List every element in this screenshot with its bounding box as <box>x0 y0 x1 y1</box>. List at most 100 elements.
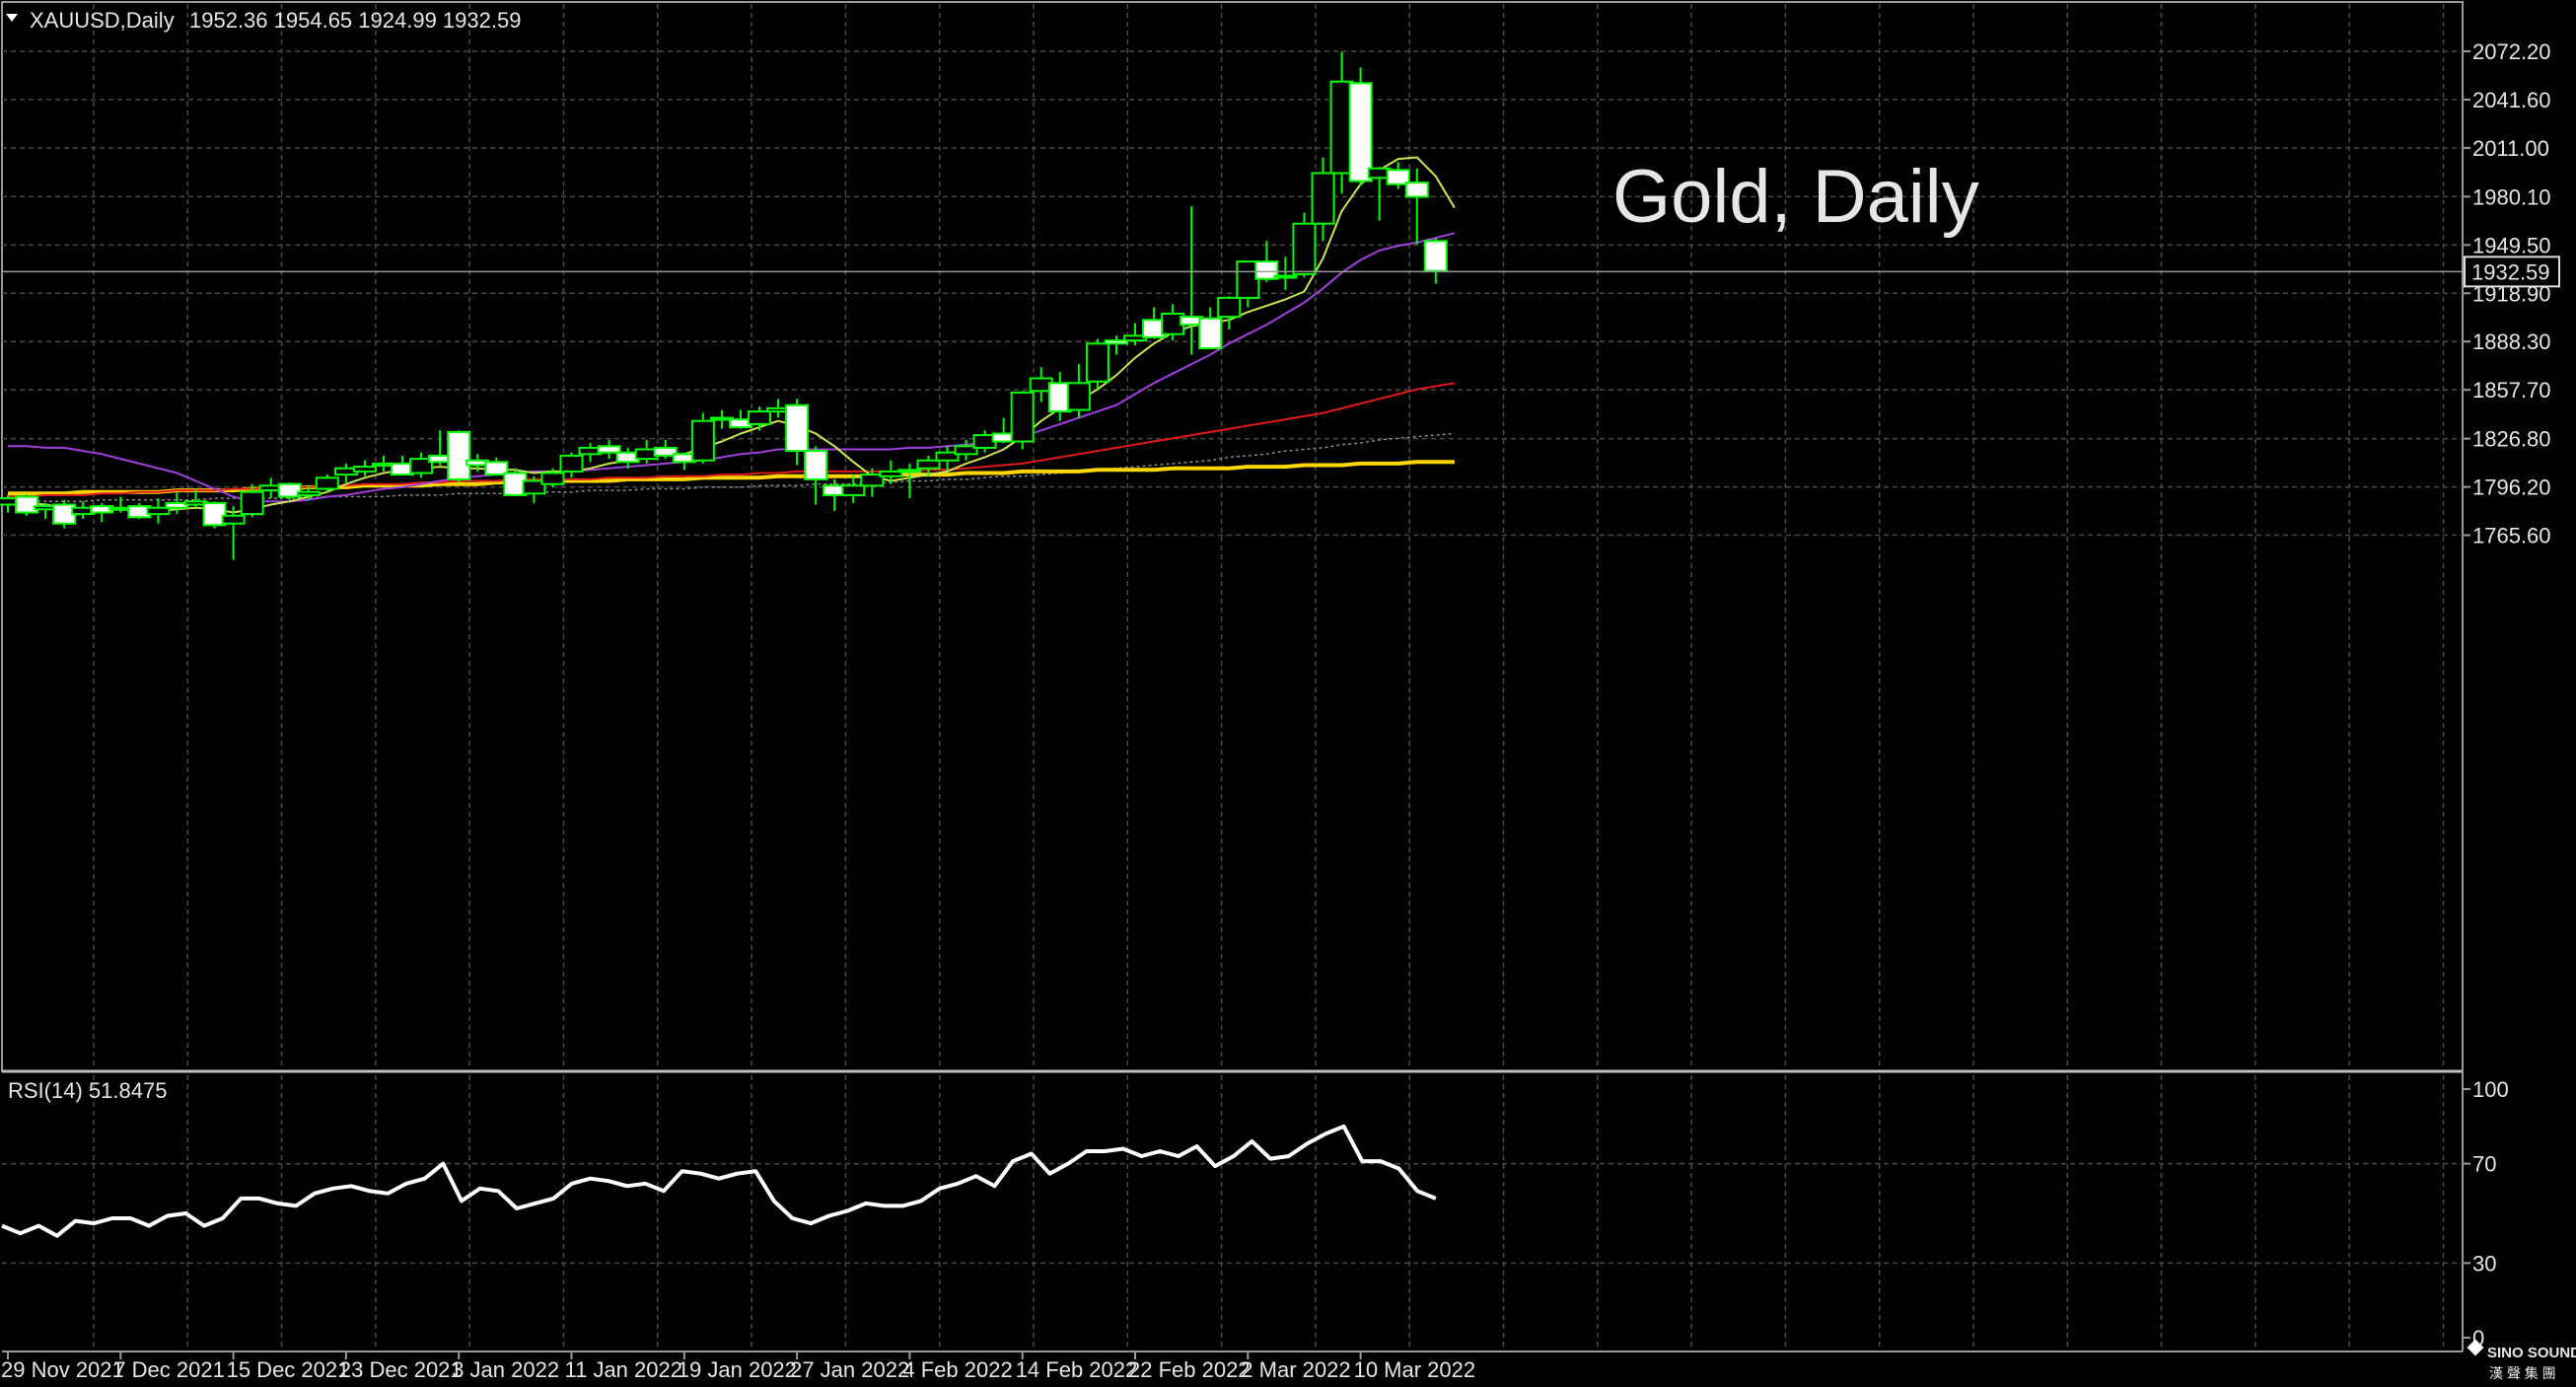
symbol-label: XAUUSD,Daily <box>30 8 175 33</box>
candle[interactable] <box>559 452 584 478</box>
candle[interactable] <box>15 493 39 516</box>
candle[interactable] <box>1273 256 1298 290</box>
candle[interactable] <box>240 483 264 518</box>
chart-watermark: Gold, Daily <box>1612 155 1979 239</box>
candle[interactable] <box>897 463 922 499</box>
candle[interactable] <box>935 446 960 471</box>
candle-body-bear <box>277 482 302 498</box>
candle[interactable] <box>1161 304 1185 341</box>
candle[interactable] <box>954 439 978 461</box>
candle[interactable] <box>860 468 885 497</box>
candle-body-bull <box>409 458 434 474</box>
candle[interactable] <box>1047 372 1072 421</box>
candle[interactable] <box>202 501 227 529</box>
candles[interactable] <box>0 51 1448 560</box>
time-tick-label: 22 Feb 2022 <box>1128 1357 1251 1382</box>
price-tick-label: 1857.70 <box>2472 378 2551 402</box>
candle[interactable] <box>1066 364 1091 418</box>
candle-body-bull <box>221 514 246 525</box>
candle-body-bull <box>1085 342 1109 383</box>
candle[interactable] <box>1423 238 1448 284</box>
candle-body-bear <box>785 403 810 453</box>
candle[interactable] <box>1104 335 1128 355</box>
candle-body-bear <box>1404 182 1429 198</box>
candle[interactable] <box>879 460 903 484</box>
candle[interactable] <box>690 412 715 464</box>
candle[interactable] <box>1254 241 1279 282</box>
candle[interactable] <box>221 506 246 560</box>
dropdown-triangle-icon[interactable] <box>6 14 18 22</box>
candle[interactable] <box>1292 212 1317 278</box>
candle-body-bear <box>202 501 227 527</box>
time-tick-label: 29 Nov 2021 <box>1 1357 124 1382</box>
candle-body-bull <box>1311 172 1335 225</box>
candle[interactable] <box>1329 51 1354 194</box>
candle[interactable] <box>1386 162 1410 189</box>
candle-body-bull <box>841 484 866 496</box>
price-tick-label: 2011.00 <box>2472 136 2549 161</box>
ma-faint-line <box>8 432 1455 503</box>
candle-body-bear <box>1386 169 1410 185</box>
candle[interactable] <box>1198 307 1223 350</box>
candle-body-bull <box>690 419 715 462</box>
candle[interactable] <box>916 455 941 476</box>
candle-body-bull <box>1066 382 1091 411</box>
time-tick-label: 3 Jan 2022 <box>452 1357 559 1382</box>
time-tick-label: 10 Mar 2022 <box>1354 1357 1476 1382</box>
current-price-box <box>2464 256 2560 288</box>
candle-body-bull <box>860 474 885 487</box>
candle[interactable] <box>1085 338 1109 390</box>
candle[interactable] <box>315 474 339 492</box>
candle[interactable] <box>484 457 509 476</box>
candle[interactable] <box>748 406 771 431</box>
candle-body-bull <box>748 410 771 425</box>
candle[interactable] <box>146 498 171 524</box>
candle-body-bull <box>897 469 922 474</box>
candle[interactable] <box>1348 67 1373 186</box>
candle[interactable] <box>522 475 546 503</box>
candle[interactable] <box>1010 391 1035 450</box>
candle[interactable] <box>409 452 434 478</box>
candle[interactable] <box>352 460 377 476</box>
candle[interactable] <box>296 485 321 500</box>
candle[interactable] <box>1311 157 1335 242</box>
candle[interactable] <box>804 446 828 505</box>
candle-body-bear <box>1348 82 1373 182</box>
candle[interactable] <box>503 468 528 496</box>
candle[interactable] <box>540 468 565 487</box>
candle-body-bull <box>559 454 584 473</box>
rsi-tick-label: 30 <box>2472 1251 2496 1276</box>
candle[interactable] <box>841 474 866 503</box>
candle[interactable] <box>972 430 997 453</box>
candle[interactable] <box>1217 296 1242 329</box>
price-tick-label: 1765.60 <box>2472 524 2551 548</box>
rsi-tick-label: 100 <box>2472 1077 2509 1102</box>
rsi-indicator <box>1 1124 1437 1238</box>
price-tick-label: 2072.20 <box>2472 39 2551 64</box>
candle-body-bull <box>935 451 960 462</box>
candle-body-bull <box>954 445 978 456</box>
candle[interactable] <box>1404 168 1429 245</box>
candle-body-bear <box>653 446 678 457</box>
time-tick-label: 27 Jan 2022 <box>790 1357 909 1382</box>
candle[interactable] <box>653 439 678 460</box>
candle-body-bear <box>484 461 509 476</box>
candle-body-bear <box>597 445 621 454</box>
candle[interactable] <box>447 430 471 483</box>
rsi-line <box>1 1124 1437 1238</box>
current-price-text: 1932.59 <box>2471 259 2550 284</box>
candle-body-bear <box>1254 260 1279 280</box>
candle[interactable] <box>597 439 621 460</box>
ma-slow-line <box>8 382 1456 498</box>
candle-body-bull <box>240 490 264 516</box>
time-tick-label: 15 Dec 2021 <box>227 1357 350 1382</box>
candle-body-bull <box>146 506 171 516</box>
time-tick-label: 7 Dec 2021 <box>113 1357 225 1382</box>
candle[interactable] <box>1029 367 1053 402</box>
candle-body-bear <box>804 450 828 480</box>
price-tick-label: 1980.10 <box>2472 184 2551 209</box>
candle[interactable] <box>277 482 302 500</box>
candle[interactable] <box>785 399 810 466</box>
